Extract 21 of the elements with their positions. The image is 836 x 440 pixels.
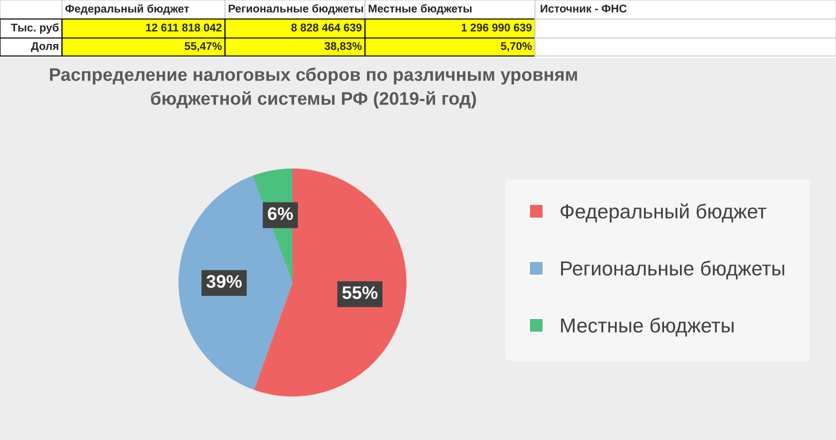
text: 38,83%: [324, 42, 362, 52]
text: Доля: [30, 42, 58, 52]
category-label: Региональные бюджеты: [228, 4, 363, 15]
data-label: 39%: [206, 275, 242, 288]
text: Тыс. руб: [10, 23, 59, 34]
text: 12 611 818 042: [146, 24, 222, 32]
text: 1 296 990 639: [462, 24, 532, 32]
text: Источник - ФНС: [540, 4, 627, 12]
legend-label: Федеральный бюджет: [560, 203, 766, 223]
data-label: 55%: [342, 286, 378, 300]
pie-slice: [254, 168, 406, 396]
text: 8 828 464 639: [291, 24, 362, 32]
chart-title: Распределение налоговых сборов по различным уровням бюджетной системы РФ (2019-й год): [50, 68, 577, 108]
text: 5,70%: [500, 42, 532, 52]
legend-label: Региональные бюджеты: [561, 260, 784, 280]
text: 55,47%: [184, 42, 222, 52]
data-label: 6%: [268, 207, 293, 220]
category-label: Местные бюджеты: [368, 4, 472, 15]
pie-slice: [178, 176, 292, 390]
legend-label: Местные бюджеты: [561, 318, 734, 336]
category-label: Федеральный бюджет: [65, 4, 190, 15]
